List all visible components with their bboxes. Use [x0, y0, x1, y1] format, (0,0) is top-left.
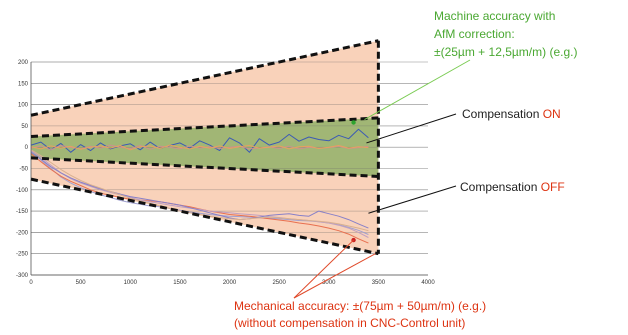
mechanical-annotation-line2: (without compensation in CNC-Control uni…: [234, 316, 465, 330]
compensation-on-state: ON: [543, 107, 561, 121]
tolerance-boundaries: [30, 39, 380, 256]
data-series: [30, 128, 369, 244]
afm-lower-boundary: [30, 156, 379, 178]
marker-dot-on: [351, 120, 356, 125]
x-tick-label: 1500: [173, 280, 187, 286]
y-tick-label: 50: [21, 124, 28, 130]
series-line: [30, 144, 369, 151]
x-tick-label: 0: [29, 280, 33, 286]
afm-annotation-line3: ±(25µm + 12,5µm/m) (e.g.): [434, 45, 577, 59]
y-tick-label: 100: [18, 103, 29, 109]
compensation-off-leader-line: [368, 185, 457, 214]
x-tick-label: 3000: [322, 280, 336, 286]
compensation-off-state: OFF: [541, 180, 565, 194]
x-tick-label: 2500: [272, 280, 286, 286]
compensation-on-prefix: Compensation: [462, 107, 543, 121]
y-tick-label: -300: [16, 273, 29, 279]
compensation-off-prefix: Compensation: [460, 180, 541, 194]
y-tick-label: 150: [18, 81, 29, 87]
mechanical-lower-boundary: [30, 177, 379, 256]
afm-leader-line: [364, 59, 471, 121]
mechanical-upper-boundary: [30, 39, 379, 117]
annotation-leader-lines: [293, 59, 471, 299]
x-tick-label: 2000: [223, 280, 237, 286]
mechanical-leader-line: [293, 239, 354, 299]
y-tick-label: -50: [19, 167, 28, 173]
y-tick-label: -150: [16, 209, 29, 215]
afm-annotation-line1: Machine accuracy with: [434, 9, 555, 23]
y-tick-label: -250: [16, 252, 29, 258]
compensation-on-label: Compensation ON: [462, 107, 561, 121]
x-tick-label: 500: [76, 280, 87, 286]
compensation-on-leader-line: [366, 113, 457, 144]
afm-upper-boundary: [30, 116, 379, 139]
axes: [30, 62, 428, 276]
y-tick-label: -100: [16, 188, 29, 194]
x-tick-label: 3500: [372, 280, 386, 286]
compensation-off-label: Compensation OFF: [460, 180, 565, 194]
series-line: [30, 128, 369, 153]
series-line: [30, 149, 369, 232]
afm-annotation-line2: AfM correction:: [434, 27, 515, 41]
y-tick-label: 0: [25, 145, 29, 151]
y-tick-label: -200: [16, 230, 29, 236]
mechanical-leader-line-2: [293, 253, 376, 299]
mechanical-annotation-line1: Mechanical accuracy: ±(75µm + 50µm/m) (e…: [234, 299, 486, 313]
x-tick-label: 1000: [124, 280, 138, 286]
y-tick-label: 200: [18, 60, 29, 66]
series-line: [30, 151, 369, 229]
x-tick-label: 4000: [421, 280, 435, 286]
